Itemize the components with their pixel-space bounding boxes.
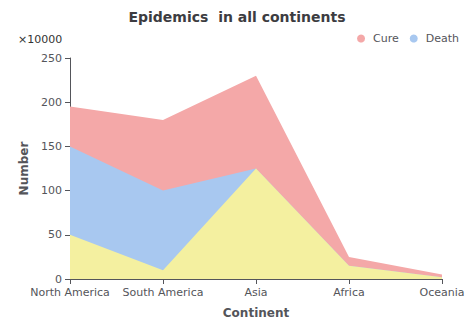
svg-text:Asia: Asia [244,286,267,299]
svg-text:Death: Death [426,32,459,45]
svg-text:North America: North America [30,286,110,299]
svg-text:50: 50 [48,228,62,241]
svg-text:0: 0 [55,273,62,286]
svg-text:250: 250 [41,52,62,65]
svg-text:150: 150 [41,140,62,153]
svg-text:Epidemics in all continents: Epidemics in all continents [128,9,345,25]
svg-text:Africa: Africa [333,286,364,299]
svg-text:×10000: ×10000 [18,33,62,46]
svg-text:200: 200 [41,96,62,109]
svg-text:Continent: Continent [223,306,290,320]
svg-text:South America: South America [123,286,204,299]
svg-text:Number: Number [17,142,31,196]
svg-text:100: 100 [41,184,62,197]
svg-text:Oceania: Oceania [420,286,465,299]
svg-text:Cure: Cure [373,32,399,45]
